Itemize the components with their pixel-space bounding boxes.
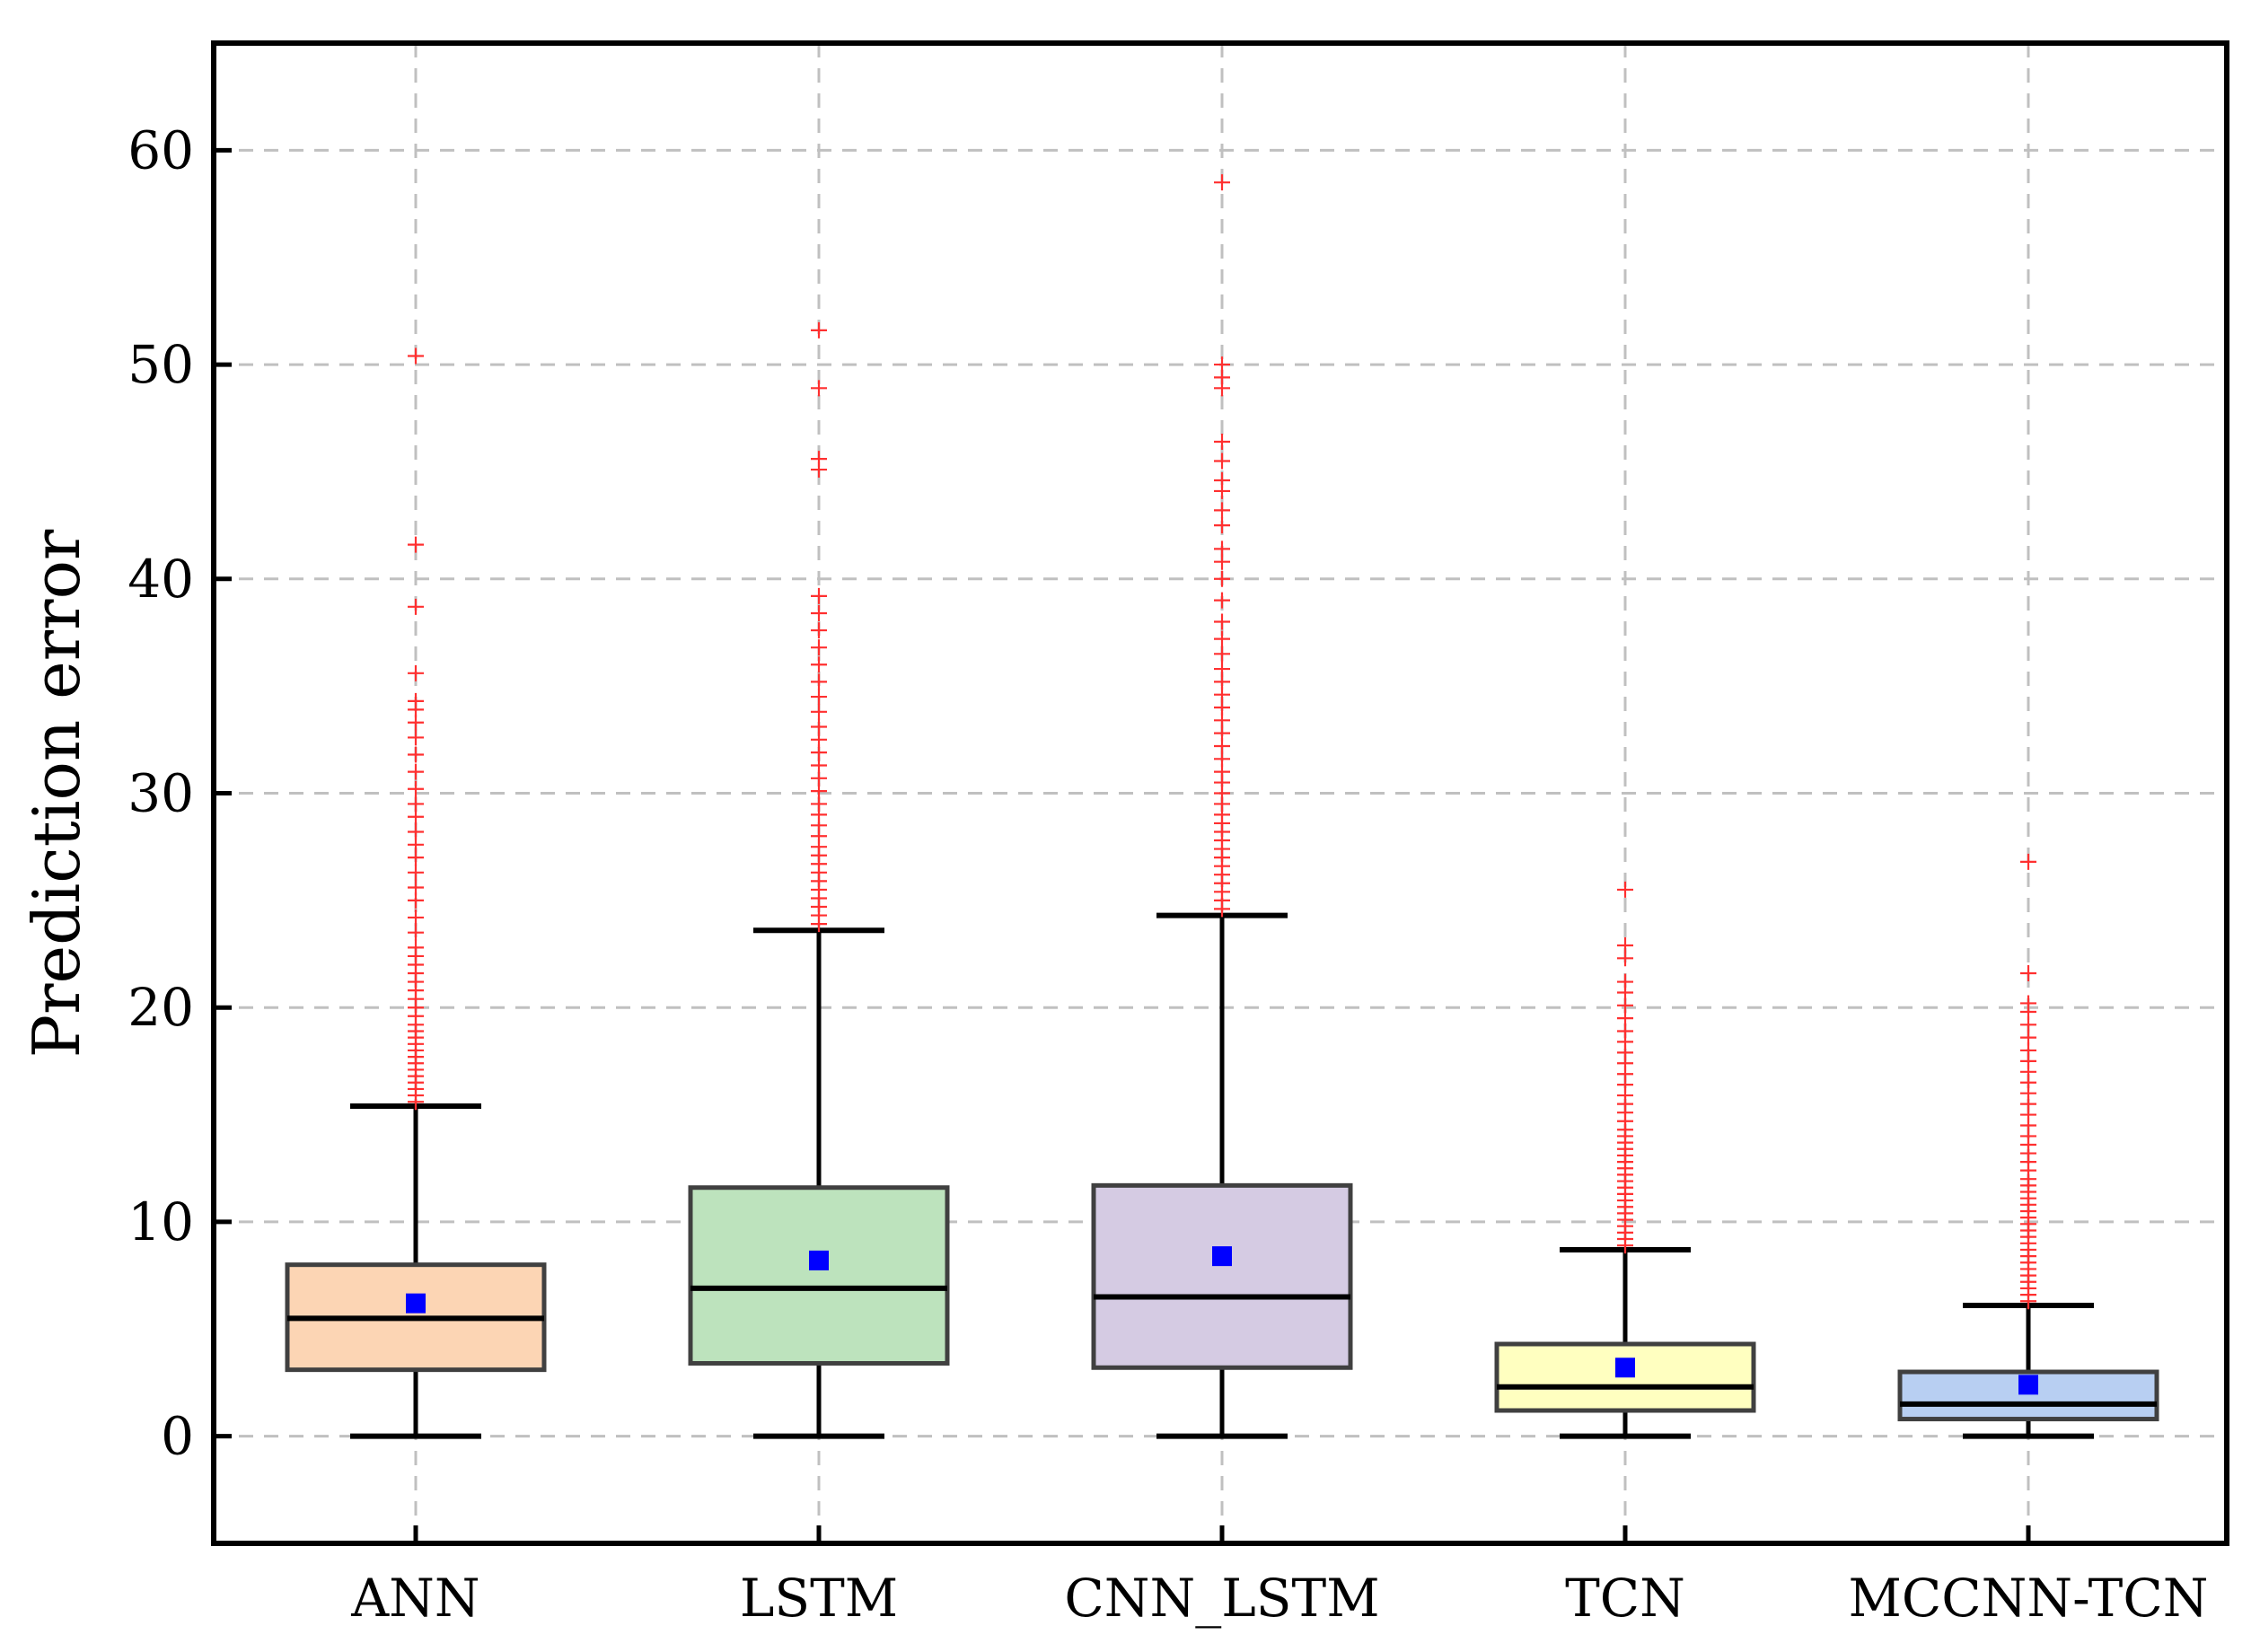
x-tick-label: TCN	[1565, 1568, 1685, 1629]
outlier-point	[2020, 965, 2036, 982]
x-tick-label: MCCNN-TCN	[1849, 1568, 2209, 1629]
iqr-box	[1091, 1182, 1353, 1370]
outlier-point	[1214, 502, 1230, 519]
outlier-point	[2020, 995, 2036, 1012]
x-tick-label: LSTM	[740, 1568, 898, 1629]
y-tick-label: 50	[128, 334, 194, 395]
iqr-box	[1494, 1341, 1756, 1413]
outlier-point	[1214, 570, 1230, 587]
outlier-point	[811, 718, 827, 735]
mean-marker	[809, 1250, 829, 1270]
outlier-point	[811, 639, 827, 656]
outlier-point	[811, 321, 827, 338]
y-tick-label: 0	[161, 1406, 194, 1467]
outlier-point	[408, 692, 424, 709]
box-mccnn-tcn	[1897, 853, 2159, 1439]
outlier-point	[811, 451, 827, 468]
box-lstm	[688, 321, 950, 1439]
outlier-point	[2020, 853, 2036, 870]
outlier-point	[811, 587, 827, 604]
outlier-point	[1617, 973, 1633, 990]
outlier-point	[1214, 630, 1230, 647]
outlier-point	[811, 622, 827, 639]
y-tick-label: 20	[128, 977, 194, 1038]
box-tcn	[1494, 881, 1756, 1439]
outlier-point	[1214, 613, 1230, 630]
outlier-point	[408, 879, 424, 896]
outlier-point	[408, 664, 424, 681]
mean-marker	[406, 1293, 426, 1314]
boxes	[285, 174, 2159, 1439]
iqr-box	[1897, 1369, 2159, 1422]
outlier-point	[811, 703, 827, 720]
box-cnn-lstm	[1091, 174, 1353, 1439]
outlier-point	[1214, 517, 1230, 534]
outlier-point	[408, 939, 424, 956]
y-tick-label: 40	[128, 549, 194, 610]
outlier-point	[408, 536, 424, 553]
x-tick-label: CNN_LSTM	[1064, 1568, 1379, 1629]
outlier-point	[408, 864, 424, 881]
outlier-point	[1214, 356, 1230, 373]
outlier-point	[811, 380, 827, 397]
y-tick-label: 30	[128, 763, 194, 824]
y-axis-title: Prediction error	[19, 529, 94, 1058]
mean-marker	[1212, 1246, 1232, 1267]
outlier-point	[408, 598, 424, 615]
iqr-box	[688, 1185, 950, 1366]
outlier-point	[408, 763, 424, 780]
outlier-point	[408, 347, 424, 365]
y-tick-label: 10	[128, 1191, 194, 1252]
outlier-point	[408, 795, 424, 813]
outlier-point	[1214, 540, 1230, 558]
outlier-point	[408, 909, 424, 926]
outlier-point	[811, 604, 827, 621]
mean-marker	[2018, 1375, 2038, 1395]
x-tick-label: ANN	[350, 1568, 479, 1629]
tick-marks	[214, 147, 2031, 1543]
box-ann	[285, 347, 547, 1439]
outlier-point	[1214, 174, 1230, 191]
mean-marker	[1615, 1358, 1635, 1378]
outlier-point	[408, 746, 424, 763]
outlier-point	[408, 823, 424, 840]
tick-labels: 0 10 20 30 40 50 60 ANN LSTM CNN_LSTM TCN MCCNN-TCN	[128, 119, 2208, 1629]
outlier-point	[1617, 936, 1633, 953]
outlier-point	[1214, 592, 1230, 609]
outlier-point	[408, 924, 424, 941]
outlier-point	[408, 780, 424, 797]
outlier-point	[1214, 434, 1230, 451]
y-tick-label: 60	[128, 119, 194, 180]
outlier-point	[1617, 881, 1633, 898]
outlier-point	[1214, 471, 1230, 488]
outlier-point	[1214, 661, 1230, 678]
outlier-point	[811, 689, 827, 706]
outlier-point	[811, 673, 827, 690]
outlier-point	[811, 656, 827, 673]
outlier-point	[1214, 453, 1230, 470]
outlier-point	[408, 729, 424, 746]
outlier-point	[1214, 646, 1230, 663]
